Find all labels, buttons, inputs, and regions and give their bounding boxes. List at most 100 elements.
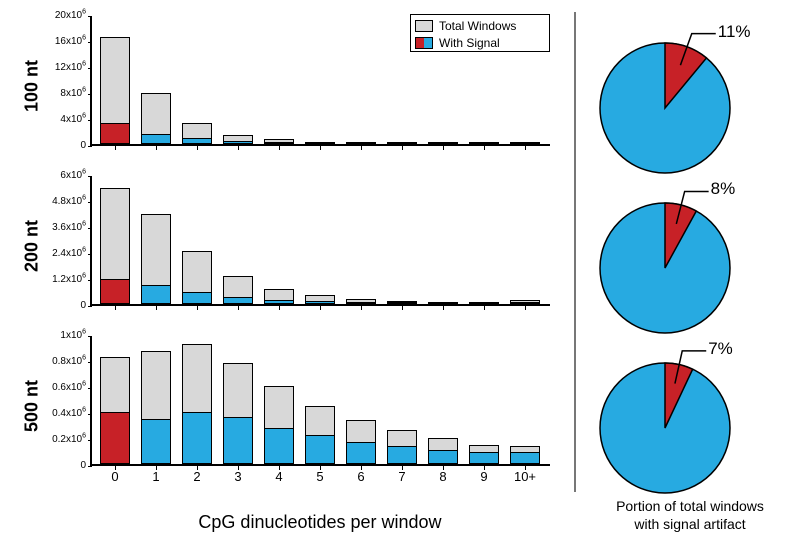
x-tick-label: 10+ bbox=[514, 469, 536, 484]
y-tick-mark bbox=[88, 254, 92, 255]
x-tick-mark bbox=[361, 306, 362, 310]
y-ticks: 04x1068x10612x10616x10620x106 bbox=[40, 16, 88, 146]
y-tick-mark bbox=[88, 120, 92, 121]
pie-wrap: 11% bbox=[590, 18, 750, 173]
y-tick-label: 6x106 bbox=[60, 171, 86, 181]
x-tick-mark bbox=[115, 466, 116, 470]
x-tick-label: 7 bbox=[398, 469, 405, 484]
bar-signal bbox=[469, 302, 499, 304]
x-tick-mark bbox=[320, 306, 321, 310]
x-tick-mark bbox=[484, 146, 485, 150]
y-tick-mark bbox=[88, 440, 92, 441]
bar-signal bbox=[264, 300, 294, 304]
pie-caption-line2: with signal artifact bbox=[634, 516, 745, 532]
x-tick-label: 8 bbox=[439, 469, 446, 484]
x-tick-mark bbox=[238, 146, 239, 150]
x-tick-mark bbox=[156, 146, 157, 150]
x-tick-mark bbox=[238, 306, 239, 310]
y-tick-mark bbox=[88, 42, 92, 43]
x-tick-label: 1 bbox=[152, 469, 159, 484]
x-tick-mark bbox=[525, 306, 526, 310]
y-tick-label: 12x106 bbox=[55, 63, 86, 73]
bar-signal bbox=[264, 428, 294, 464]
bar-signal bbox=[305, 435, 335, 464]
x-tick-mark bbox=[279, 466, 280, 470]
x-tick-mark bbox=[279, 146, 280, 150]
x-tick-mark bbox=[484, 306, 485, 310]
y-tick-mark bbox=[88, 94, 92, 95]
y-tick-mark bbox=[88, 68, 92, 69]
bar-signal bbox=[510, 142, 540, 144]
x-tick-mark bbox=[443, 306, 444, 310]
bar-signal bbox=[141, 134, 171, 144]
y-tick-label: 0.4x106 bbox=[52, 409, 86, 419]
plot-area bbox=[90, 16, 550, 146]
y-tick-label: 4.8x106 bbox=[52, 197, 86, 207]
bar-signal bbox=[510, 452, 540, 464]
panel-divider bbox=[574, 12, 576, 492]
y-tick-mark bbox=[88, 362, 92, 363]
x-tick-mark bbox=[197, 306, 198, 310]
bar-signal-zero bbox=[100, 123, 130, 144]
bar-signal bbox=[223, 297, 253, 304]
y-tick-label: 0.2x106 bbox=[52, 435, 86, 445]
y-tick-mark bbox=[88, 414, 92, 415]
bar-signal bbox=[469, 142, 499, 144]
x-tick-mark bbox=[525, 146, 526, 150]
x-tick-mark bbox=[402, 146, 403, 150]
bar-signal bbox=[346, 142, 376, 144]
x-tick-label: 3 bbox=[234, 469, 241, 484]
x-tick-mark bbox=[443, 466, 444, 470]
bar-signal bbox=[510, 302, 540, 304]
bar-signal bbox=[305, 301, 335, 304]
y-tick-mark bbox=[88, 16, 92, 17]
pie-wrap: 8% bbox=[590, 178, 750, 333]
figure-root: Total Windows With Signal 100 nt04x1068x… bbox=[0, 0, 800, 539]
bar-signal bbox=[428, 142, 458, 144]
x-tick-mark bbox=[484, 466, 485, 470]
x-tick-label: 6 bbox=[357, 469, 364, 484]
bar-signal bbox=[223, 141, 253, 144]
x-tick-mark bbox=[115, 306, 116, 310]
x-tick-mark bbox=[525, 466, 526, 470]
bar-signal bbox=[182, 412, 212, 464]
x-tick-mark bbox=[320, 146, 321, 150]
pie-percent-label: 11% bbox=[718, 22, 751, 42]
y-tick-label: 0.6x106 bbox=[52, 383, 86, 393]
x-tick-mark bbox=[197, 466, 198, 470]
y-tick-label: 20x106 bbox=[55, 11, 86, 21]
bar-signal bbox=[182, 138, 212, 144]
chart-row-500nt: 500 nt00.2x1060.4x1060.6x1060.8x1061x106… bbox=[0, 328, 565, 483]
bar-signal-zero bbox=[100, 412, 130, 464]
x-tick-mark bbox=[402, 466, 403, 470]
x-tick-mark bbox=[320, 466, 321, 470]
bar-signal bbox=[264, 142, 294, 144]
y-tick-mark bbox=[88, 336, 92, 337]
bar-signal bbox=[141, 419, 171, 465]
bar-signal bbox=[387, 142, 417, 144]
x-tick-mark bbox=[197, 146, 198, 150]
y-tick-label: 3.6x106 bbox=[52, 223, 86, 233]
x-axis-label: CpG dinucleotides per window bbox=[90, 512, 550, 533]
bar-signal bbox=[223, 417, 253, 464]
y-tick-label: 0 bbox=[80, 141, 86, 151]
pie-svg bbox=[590, 338, 780, 498]
x-tick-mark bbox=[279, 306, 280, 310]
pie-wrap: 7% bbox=[590, 338, 750, 493]
y-ticks: 00.2x1060.4x1060.6x1060.8x1061x106 bbox=[40, 336, 88, 466]
y-tick-label: 1x106 bbox=[60, 331, 86, 341]
left-panel: Total Windows With Signal 100 nt04x1068x… bbox=[0, 0, 565, 539]
pie-caption-line1: Portion of total windows bbox=[616, 498, 764, 514]
y-tick-label: 2.4x106 bbox=[52, 249, 86, 259]
bar-signal bbox=[182, 292, 212, 304]
bar-signal bbox=[346, 442, 376, 464]
x-tick-label: 2 bbox=[193, 469, 200, 484]
pie-svg bbox=[590, 18, 780, 178]
x-tick-mark bbox=[156, 306, 157, 310]
pie-svg bbox=[590, 178, 780, 338]
x-tick-label: 4 bbox=[275, 469, 282, 484]
bar-signal bbox=[428, 450, 458, 464]
y-tick-label: 16x106 bbox=[55, 37, 86, 47]
right-panel: 11% 8% 7% Portion of total windows with … bbox=[590, 0, 790, 539]
x-tick-mark bbox=[361, 146, 362, 150]
